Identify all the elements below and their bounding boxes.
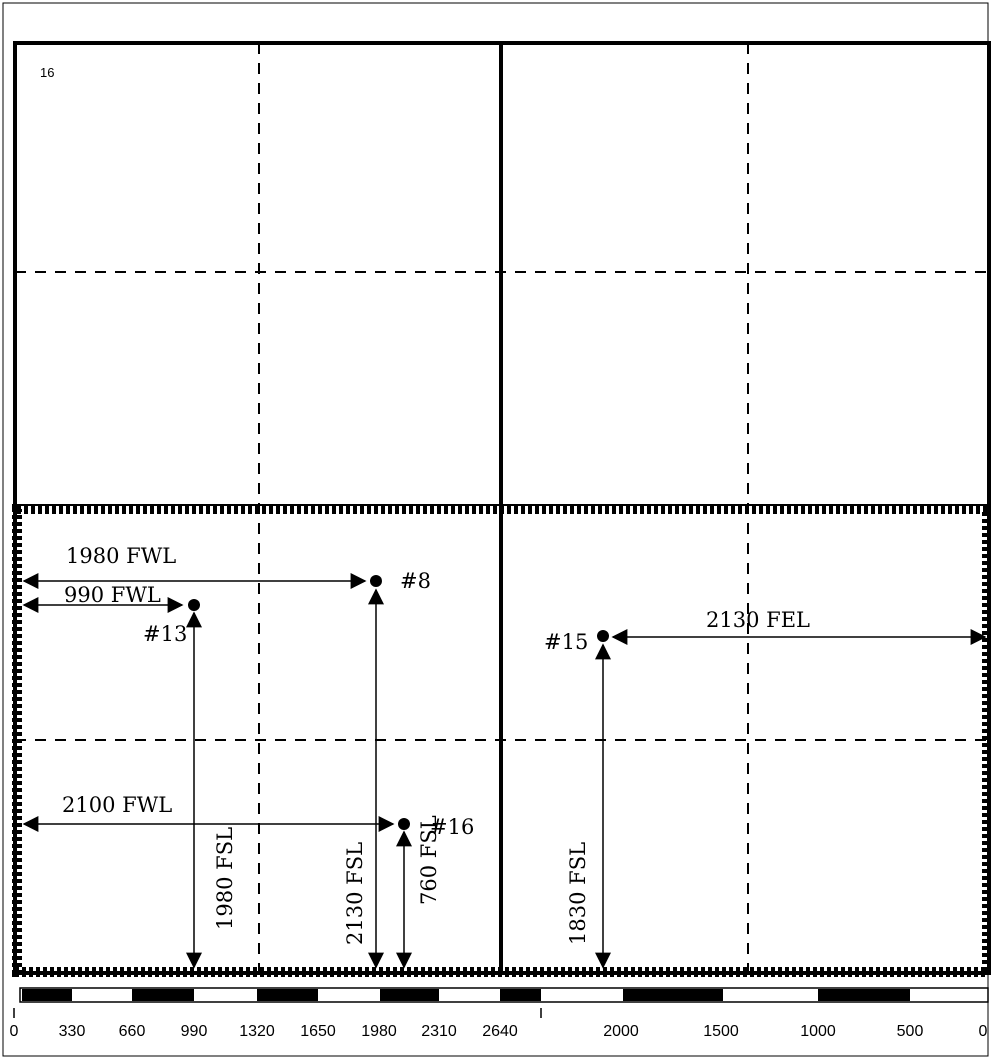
scale-segment <box>910 989 987 1001</box>
scale-segment <box>623 989 723 1001</box>
scale-segment <box>723 989 818 1001</box>
scale-segment <box>257 989 318 1001</box>
scale-segment <box>72 989 132 1001</box>
well-13-fwl-label: 990 FWL <box>64 583 161 607</box>
well-16-marker <box>398 818 410 830</box>
south-half-lease-outline <box>12 504 991 977</box>
scale-label: 1650 <box>300 1023 336 1040</box>
scale-right-labels: 2000 1500 1000 500 0 <box>603 1023 987 1040</box>
scale-label: 1000 <box>800 1023 836 1040</box>
well-16-label: #16 <box>430 815 474 839</box>
well-13-marker <box>188 599 200 611</box>
scale-segment <box>500 989 541 1001</box>
section-number: 16 <box>40 65 54 80</box>
scale-label: 660 <box>119 1023 146 1040</box>
scale-segment <box>439 989 500 1001</box>
scale-label: 990 <box>181 1023 208 1040</box>
scale-segment <box>380 989 439 1001</box>
scale-segment <box>818 989 910 1001</box>
well-16-fsl-label: 760 FSL <box>417 815 441 905</box>
scale-segment <box>194 989 257 1001</box>
scale-label: 500 <box>897 1023 924 1040</box>
scale-bar-right-segments <box>541 989 987 1001</box>
scale-label: 0 <box>979 1023 988 1040</box>
scale-label: 1980 <box>361 1023 397 1040</box>
scale-segment <box>318 989 380 1001</box>
well-16: #16 2100 FWL 760 FSL <box>22 793 474 969</box>
well-13-label: #13 <box>143 622 187 646</box>
well-8-fwl-label: 1980 FWL <box>66 544 176 568</box>
well-15-fel-label: 2130 FEL <box>706 608 810 632</box>
scale-bar-outline <box>19 987 989 1003</box>
well-8-label: #8 <box>400 569 431 593</box>
scale-label: 1320 <box>239 1023 275 1040</box>
scale-label: 2000 <box>603 1023 639 1040</box>
well-13: #13 990 FWL 1980 FSL <box>22 583 237 969</box>
well-15: #15 2130 FEL 1830 FSL <box>544 608 987 969</box>
scale-label: 2310 <box>421 1023 457 1040</box>
scale-segment <box>22 989 72 1001</box>
well-15-marker <box>597 630 609 642</box>
scale-label: 2640 <box>482 1023 518 1040</box>
scale-label: 1500 <box>703 1023 739 1040</box>
well-8: #8 1980 FWL 2130 FSL <box>22 544 431 969</box>
scale-bar: 0 330 660 990 1320 1650 1980 2310 2640 2000 1500 1… <box>10 987 989 1040</box>
well-13-fsl-label: 1980 FSL <box>213 827 237 930</box>
well-15-label: #15 <box>544 630 588 654</box>
scale-bar-left-segments <box>22 989 541 1001</box>
well-8-fsl-label: 2130 FSL <box>343 842 367 945</box>
scale-left-labels: 0 330 660 990 1320 1650 1980 2310 2640 <box>10 1023 518 1040</box>
well-15-fsl-label: 1830 FSL <box>566 842 590 945</box>
scale-label: 0 <box>10 1023 19 1040</box>
scale-segment <box>132 989 194 1001</box>
well-16-fwl-label: 2100 FWL <box>62 793 172 817</box>
scale-label: 330 <box>59 1023 86 1040</box>
well-8-marker <box>370 575 382 587</box>
scale-segment <box>541 989 623 1001</box>
